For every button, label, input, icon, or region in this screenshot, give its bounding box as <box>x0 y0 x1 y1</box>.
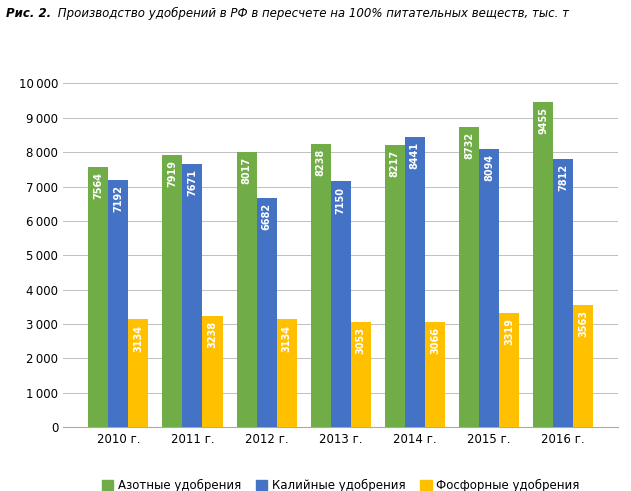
Text: 7564: 7564 <box>93 172 103 199</box>
Bar <box>162 155 182 427</box>
Bar <box>88 167 109 427</box>
Text: 3319: 3319 <box>504 318 514 345</box>
Bar <box>573 305 593 427</box>
Legend: Азотные удобрения, Калийные удобрения, Фосфорные удобрения: Азотные удобрения, Калийные удобрения, Ф… <box>97 474 584 491</box>
Bar <box>405 137 425 427</box>
Bar <box>276 320 297 427</box>
Text: 8238: 8238 <box>316 149 326 176</box>
Text: 7150: 7150 <box>336 187 346 214</box>
Text: 3134: 3134 <box>133 325 143 352</box>
Text: 3238: 3238 <box>208 321 218 348</box>
Text: Производство удобрений в РФ в пересчете на 100% питательных веществ, тыс. т: Производство удобрений в РФ в пересчете … <box>54 7 569 21</box>
Bar <box>109 180 128 427</box>
Bar <box>257 197 276 427</box>
Bar <box>479 149 499 427</box>
Text: 7671: 7671 <box>187 169 198 196</box>
Bar <box>459 127 479 427</box>
Bar <box>553 159 573 427</box>
Text: 3066: 3066 <box>430 327 440 354</box>
Bar <box>351 322 371 427</box>
Text: 7812: 7812 <box>558 164 568 191</box>
Text: 3563: 3563 <box>578 310 588 337</box>
Bar <box>237 152 257 427</box>
Text: 6682: 6682 <box>262 203 271 230</box>
Bar <box>499 313 519 427</box>
Bar <box>310 144 331 427</box>
Text: 7919: 7919 <box>167 160 177 187</box>
Text: 8441: 8441 <box>410 142 420 169</box>
Text: Рис. 2.: Рис. 2. <box>6 7 52 20</box>
Text: 7192: 7192 <box>114 185 124 212</box>
Text: 8094: 8094 <box>484 154 494 181</box>
Text: 8217: 8217 <box>390 150 400 177</box>
Text: 8732: 8732 <box>464 132 474 160</box>
Text: 9455: 9455 <box>538 108 548 135</box>
Text: 3134: 3134 <box>281 325 292 352</box>
Bar <box>203 316 223 427</box>
Bar <box>182 164 203 427</box>
Bar <box>128 320 148 427</box>
Text: 3053: 3053 <box>356 327 366 355</box>
Bar <box>385 145 405 427</box>
Text: 8017: 8017 <box>242 157 252 184</box>
Bar <box>425 322 445 427</box>
Bar <box>331 182 351 427</box>
Bar <box>533 102 553 427</box>
